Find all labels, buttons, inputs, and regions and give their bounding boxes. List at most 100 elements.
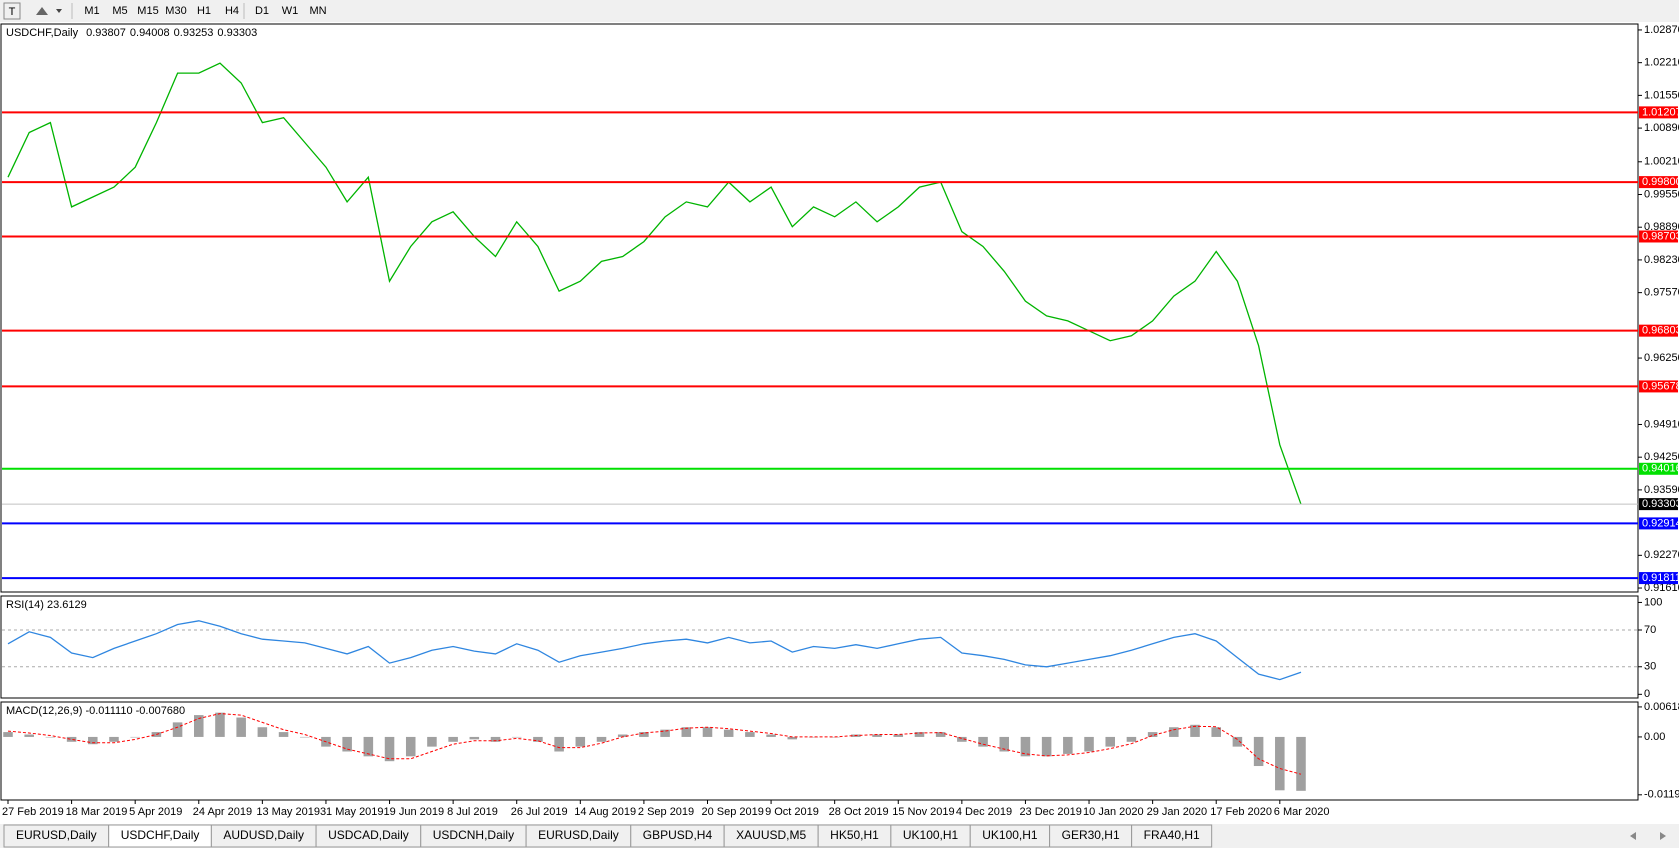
- tab-label[interactable]: XAUUSD,M5: [736, 828, 806, 842]
- x-tick-label: 23 Dec 2019: [1019, 806, 1081, 818]
- tab[interactable]: UK100,H1: [890, 824, 971, 848]
- macd-bar: [1232, 736, 1243, 747]
- macd-bar: [1041, 736, 1052, 757]
- macd-bar: [427, 736, 437, 747]
- timeframe-button[interactable]: W1: [282, 5, 299, 17]
- macd-bar: [745, 732, 755, 737]
- level-label: 0.95678: [1642, 380, 1679, 392]
- macd-bar: [723, 729, 734, 737]
- tab-bg[interactable]: [1131, 824, 1213, 848]
- macd-bar: [1296, 736, 1306, 791]
- level-label-bg: [1639, 324, 1678, 337]
- x-tick-label: 2 Sep 2019: [638, 806, 694, 818]
- tab[interactable]: GER30,H1: [1049, 824, 1133, 848]
- tab[interactable]: XAUUSD,M5: [723, 824, 819, 848]
- timeframe-button[interactable]: M5: [112, 5, 127, 17]
- pane-title: MACD(12,26,9) -0.011110 -0.007680: [6, 705, 185, 717]
- tab-label[interactable]: UK100,H1: [903, 828, 959, 842]
- macd-bar: [172, 722, 183, 737]
- macd-bar: [236, 717, 246, 737]
- tab[interactable]: EURUSD,Daily: [525, 824, 632, 848]
- x-tick-label: 19 Jun 2019: [384, 806, 445, 818]
- y-tick-label: 1.00890: [1644, 122, 1679, 134]
- x-tick-label: 20 Sep 2019: [701, 806, 763, 818]
- macd-bar: [872, 734, 882, 737]
- tab[interactable]: USDCAD,Daily: [315, 824, 422, 848]
- tab-label[interactable]: EURUSD,Daily: [16, 828, 97, 842]
- level-label-bg: [1639, 462, 1678, 475]
- macd-bar: [766, 734, 776, 737]
- macd-bar: [130, 736, 140, 738]
- title: MACD(12,26,9) -0.011110 -0.007680: [6, 705, 185, 717]
- tab[interactable]: USDCHF,Daily: [108, 824, 212, 848]
- timeframe-button[interactable]: MN: [309, 5, 326, 17]
- ohlc-value: 0.93253: [174, 27, 214, 39]
- pane: [0, 23, 1639, 593]
- tab-label[interactable]: EURUSD,Daily: [538, 828, 619, 842]
- timeframe-button[interactable]: M1: [84, 5, 99, 17]
- macd-bar: [109, 736, 119, 742]
- tab-label[interactable]: HK50,H1: [830, 828, 879, 842]
- x-tick-label: 10 Jan 2020: [1083, 806, 1144, 818]
- y-tick-label: 1.02210: [1644, 57, 1679, 69]
- tab-label[interactable]: FRA40,H1: [1144, 828, 1200, 842]
- level-label-bg: [1639, 230, 1678, 243]
- macd-bar: [1063, 736, 1073, 754]
- timeframe-button[interactable]: M15: [137, 5, 158, 17]
- macd-bar: [1275, 736, 1285, 791]
- ohlc-value: 0.93807: [86, 27, 126, 39]
- macd-bar: [1253, 736, 1264, 767]
- macd-bar: [469, 736, 480, 740]
- x-tick-label: 9 Oct 2019: [765, 806, 819, 818]
- tab[interactable]: AUDUSD,Daily: [210, 824, 317, 848]
- title: USDCHF,Daily: [6, 27, 79, 39]
- timeframe-button[interactable]: H4: [225, 5, 239, 17]
- level-label-bg: [1639, 498, 1678, 511]
- tab[interactable]: UK100,H1: [969, 824, 1051, 848]
- x-tick-label: 14 Aug 2019: [574, 806, 636, 818]
- tab[interactable]: HK50,H1: [817, 824, 892, 848]
- macd-bar: [1084, 736, 1094, 752]
- level-label: 0.99800: [1642, 176, 1679, 188]
- tab-label[interactable]: USDCNH,Daily: [433, 828, 514, 842]
- tab[interactable]: FRA40,H1: [1131, 824, 1213, 848]
- y-tick-label: -0.01193: [1644, 789, 1679, 801]
- macd-bar: [45, 736, 56, 738]
- y-tick-label: 0.00: [1644, 731, 1665, 743]
- tab-label[interactable]: GER30,H1: [1062, 828, 1120, 842]
- tab-label[interactable]: USDCAD,Daily: [328, 828, 409, 842]
- tab-label[interactable]: UK100,H1: [982, 828, 1038, 842]
- toolbar: [0, 0, 1679, 22]
- toolbar-icon-glyph: T: [9, 6, 16, 18]
- x-tick-label: 26 Jul 2019: [511, 806, 568, 818]
- x-tick-label: 17 Feb 2020: [1210, 806, 1272, 818]
- macd-bar: [3, 732, 13, 737]
- macd-bar: [511, 736, 522, 738]
- toolbar-icon[interactable]: [3, 2, 21, 20]
- timeframe-button[interactable]: H1: [197, 5, 211, 17]
- macd-bar: [490, 736, 501, 742]
- tab-label[interactable]: AUDUSD,Daily: [223, 828, 304, 842]
- tab[interactable]: EURUSD,Daily: [3, 824, 110, 848]
- tab-label[interactable]: USDCHF,Daily: [121, 828, 200, 842]
- title: RSI(14) 23.6129: [6, 599, 87, 611]
- pane-title: USDCHF,Daily 0.93807 0.94008 0.93253 0.93303: [6, 27, 257, 39]
- macd-bar: [342, 736, 352, 752]
- tab[interactable]: GBPUSD,H4: [630, 824, 725, 848]
- macd-bar: [66, 736, 77, 742]
- x-tick-label: 8 Jul 2019: [447, 806, 498, 818]
- timeframe-button[interactable]: M30: [165, 5, 186, 17]
- timeframe-button[interactable]: D1: [255, 5, 269, 17]
- level-label: 0.94016: [1642, 463, 1679, 475]
- dropdown-arrow[interactable]: [56, 9, 62, 13]
- signal-line: [7, 713, 1302, 775]
- macd-bar: [660, 729, 670, 737]
- toolbar-icon[interactable]: [36, 7, 48, 15]
- macd-bar: [299, 736, 310, 738]
- tab-label[interactable]: GBPUSD,H4: [643, 828, 713, 842]
- tab[interactable]: USDCNH,Daily: [420, 824, 527, 848]
